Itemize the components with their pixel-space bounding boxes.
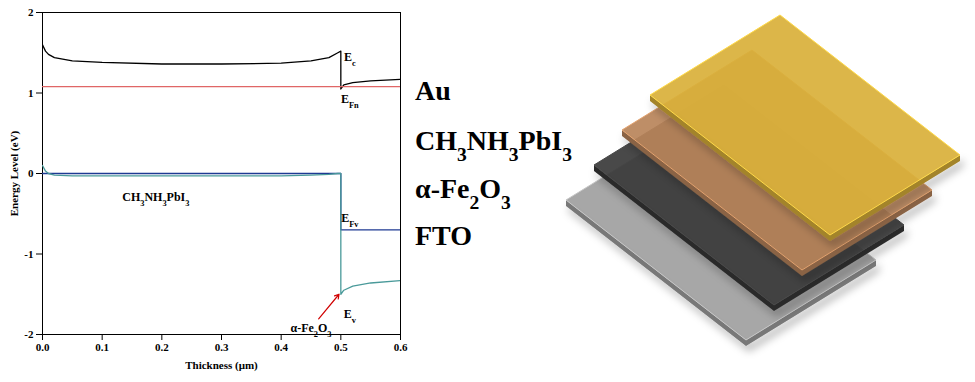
svg-text:Ev: Ev [344,307,357,325]
svg-text:EFv: EFv [341,211,359,229]
svg-text:CH3NH3PbI3: CH3NH3PbI3 [415,125,572,165]
svg-text:Energy Level (eV): Energy Level (eV) [8,130,21,216]
svg-text:Ec: Ec [344,50,356,68]
svg-text:0.5: 0.5 [334,341,348,353]
svg-text:0.3: 0.3 [215,341,229,353]
svg-text:-1: -1 [24,248,33,260]
svg-text:0.2: 0.2 [155,341,169,353]
svg-text:Au: Au [415,75,451,106]
svg-text:α-Fe2O3: α-Fe2O3 [415,173,511,213]
svg-text:α-Fe2O3: α-Fe2O3 [290,321,331,339]
svg-text:CH3NH3PbI3: CH3NH3PbI3 [122,190,189,208]
svg-text:0.6: 0.6 [394,341,408,353]
svg-text:Thickness (μm): Thickness (μm) [185,359,258,372]
svg-text:2: 2 [28,6,34,18]
svg-text:1: 1 [28,87,34,99]
svg-text:-2: -2 [24,328,34,340]
svg-text:FTO: FTO [415,220,472,251]
svg-text:0: 0 [28,167,34,179]
svg-text:0.4: 0.4 [274,341,288,353]
svg-text:0.1: 0.1 [95,341,109,353]
svg-text:EFn: EFn [341,92,359,110]
svg-text:0.0: 0.0 [36,341,50,353]
